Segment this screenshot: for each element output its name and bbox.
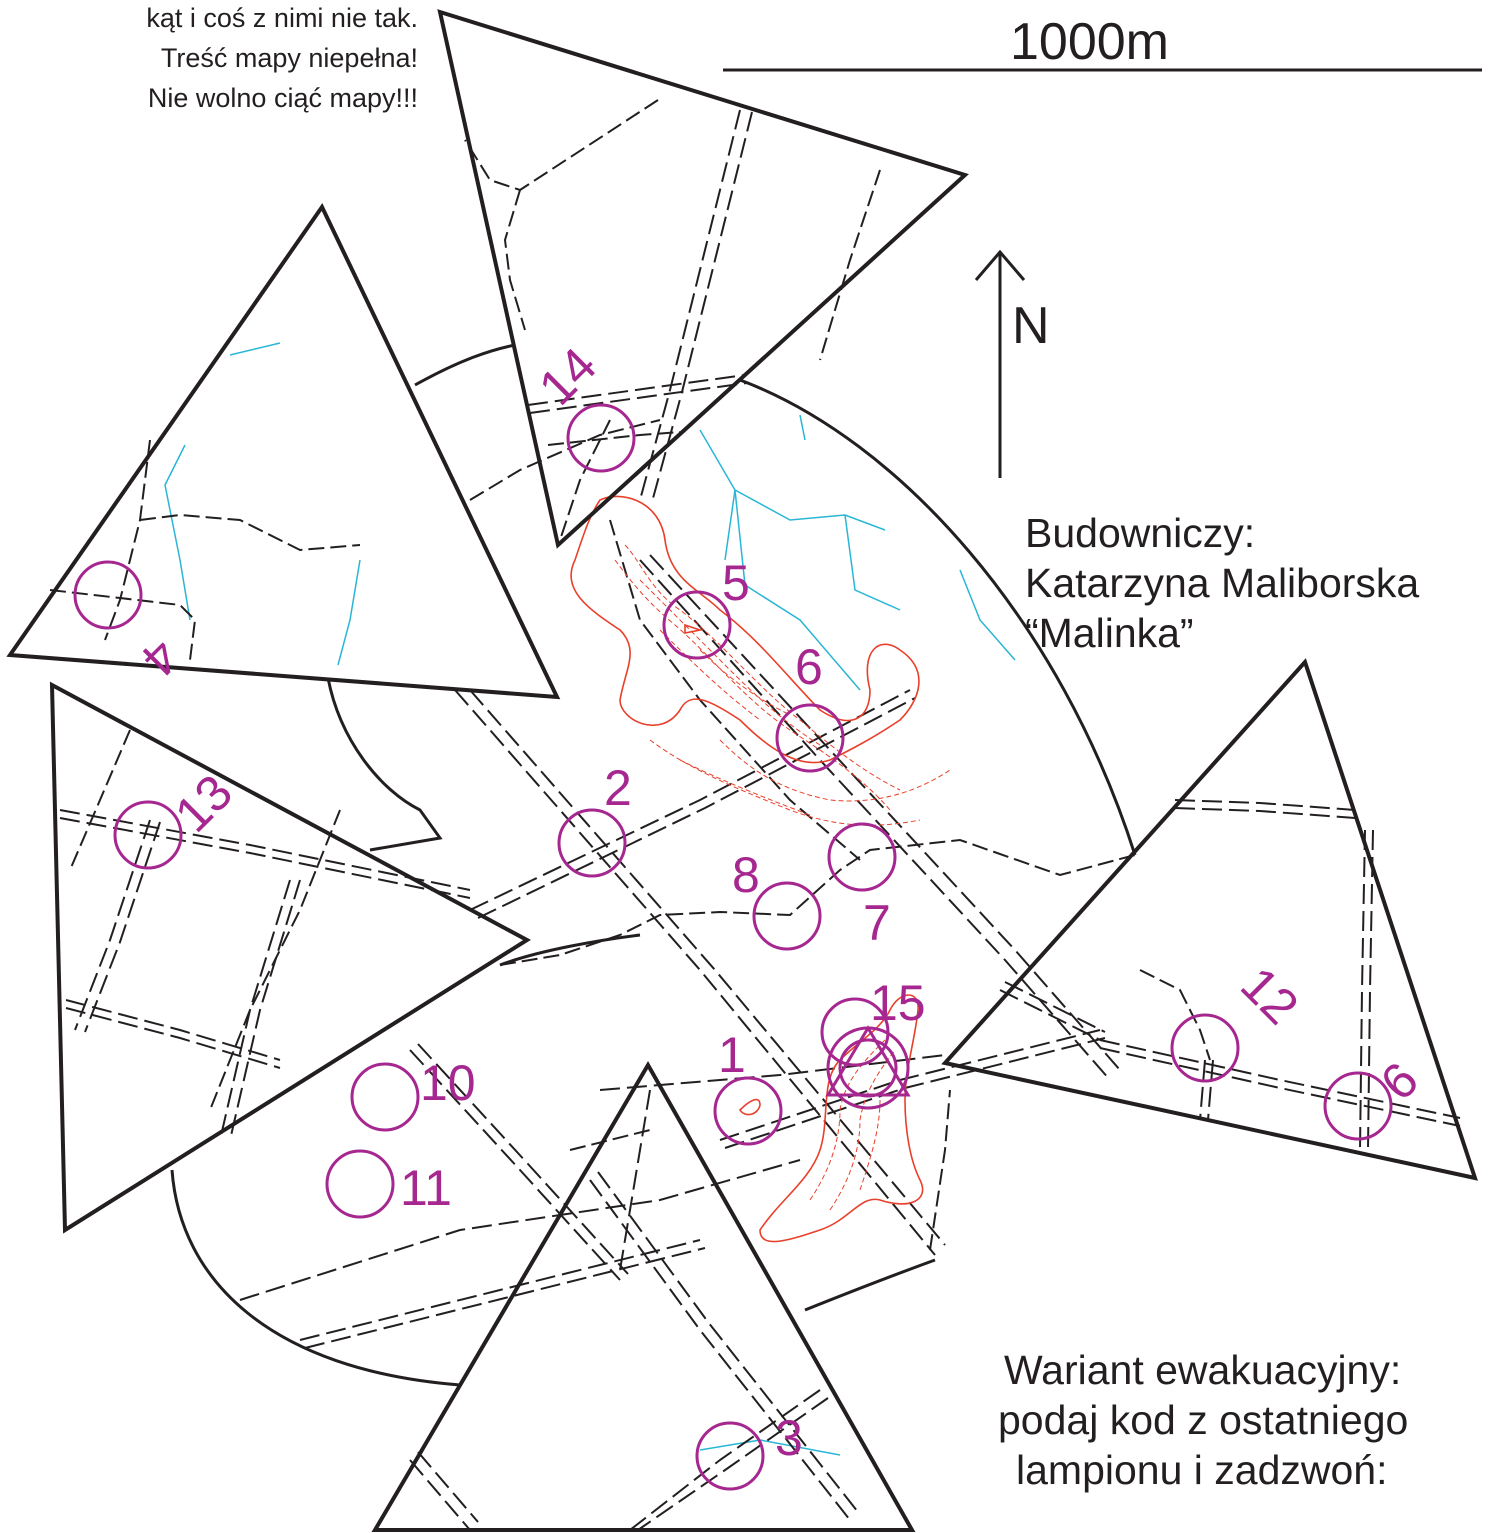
course-setter-nickname: “Malinka” [1025,610,1194,656]
control-circle-4 [73,560,143,630]
evacuation-line-2: podaj kod z ostatniego [998,1397,1409,1443]
finish-circle-inner [838,1038,898,1098]
control-circle-5 [662,590,732,660]
warning-line-3: Nie wolno ciąć mapy!!! [147,83,418,113]
north-arrow [974,249,1026,478]
control-circle-13 [113,800,183,870]
triangle-right [941,658,1478,1181]
warning-line-2: Treść mapy niepełna! [160,43,418,73]
triangle-bottom [371,1061,916,1532]
control-label-6: 6 [795,639,823,695]
course-setter-heading: Budowniczy: [1025,510,1256,556]
control-circle-8 [752,881,822,951]
left-arc-boundary [326,677,443,852]
triangle-upper-left [6,203,561,700]
triangle-left [49,681,531,1234]
control-label-5: 5 [722,555,750,611]
scale-label: 1000m [1010,13,1169,71]
control-circle-10 [350,1062,420,1132]
warning-line-1: kąt i coś z nimi nie tak. [146,3,418,33]
control-circle-7 [827,822,897,892]
control-circle-9 [1323,1071,1393,1141]
control-circle-2 [557,808,627,878]
evacuation-line-1: Wariant ewakuacyjny: [1004,1347,1402,1393]
control-label-1: 1 [718,1027,746,1083]
central-arc-boundary [414,343,1137,856]
control-circle-1 [713,1076,783,1146]
control-label-10: 10 [420,1055,476,1111]
north-label: N [1012,297,1050,355]
control-label-12: 12 [1230,956,1309,1035]
control-label-7: 7 [863,895,891,951]
course-setter-name: Katarzyna Maliborska [1025,560,1420,606]
central-tracks [239,419,1136,1349]
control-label-11: 11 [400,1160,452,1216]
control-label-2: 2 [604,760,632,816]
control-circle-14 [566,403,636,473]
bottom-arc-boundary [170,933,936,1387]
evacuation-line-3: lampionu i zadzwoń: [1016,1447,1388,1493]
triangle-top [437,9,969,549]
control-circle-6 [775,703,845,773]
control-label-8: 8 [732,847,760,903]
course-setter-block: Budowniczy: Katarzyna Maliborska “Malink… [1025,508,1419,658]
evacuation-block: Wariant ewakuacyjny: podaj kod z ostatni… [998,1345,1408,1495]
control-circles [73,403,1393,1491]
control-circle-3 [695,1421,765,1491]
control-circle-12 [1170,1013,1240,1083]
control-label-15: 15 [870,975,926,1031]
control-label-4: 4 [131,628,190,687]
start-triangle [825,1025,911,1097]
control-label-3: 3 [775,1410,803,1466]
map-warning-text: kąt i coś z nimi nie tak. Treść mapy nie… [146,0,418,118]
control-circle-11 [325,1149,395,1219]
